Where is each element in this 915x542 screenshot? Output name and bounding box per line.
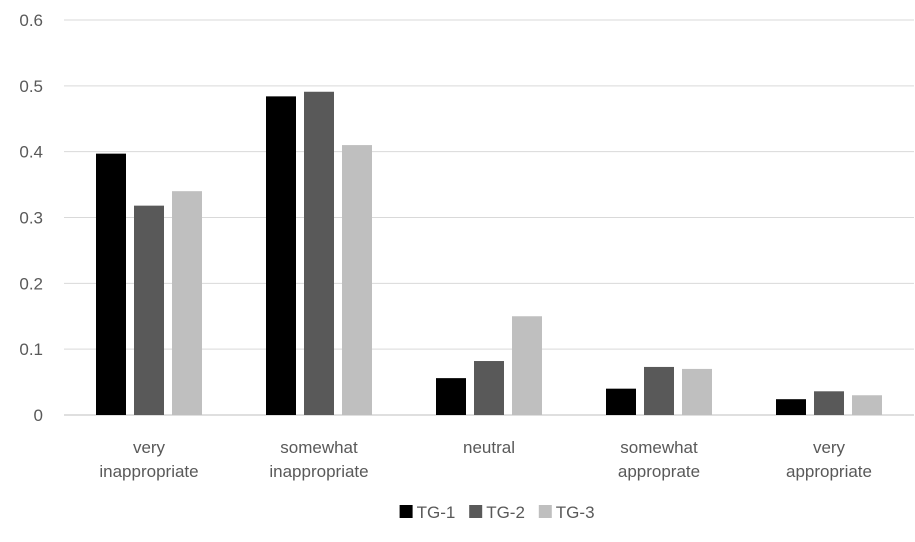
legend-swatch-tg-3 <box>538 505 552 518</box>
bars <box>96 91 882 416</box>
bar-tg-3-3 <box>682 368 712 415</box>
bar-tg-1-4 <box>776 399 806 415</box>
legend: TG-1 TG-2 TG-3 <box>399 503 595 522</box>
y-axis-tick-labels: 0 0.1 0.2 0.3 0.4 0.5 0.6 <box>19 11 43 425</box>
bar-tg-3-4 <box>852 395 882 415</box>
legend-label-tg-3: TG-3 <box>556 503 595 522</box>
x-category-label: somewhat <box>280 438 358 457</box>
bar-tg-2-2 <box>474 361 504 415</box>
y-tick-label: 0.1 <box>19 340 43 359</box>
x-category-label: inappropriate <box>99 462 198 481</box>
y-tick-label: 0.2 <box>19 274 43 293</box>
legend-swatch-tg-2 <box>469 505 483 518</box>
x-category-label: very <box>133 438 166 457</box>
bar-tg-1-0 <box>96 153 126 415</box>
legend-swatch-tg-1 <box>399 505 413 518</box>
bar-tg-2-3 <box>644 366 674 415</box>
x-category-label: neutral <box>463 438 515 457</box>
x-category-label: appropriate <box>786 462 872 481</box>
x-axis-category-labels: very inappropriate somewhat inappropriate ne… <box>99 438 872 481</box>
bar-tg-3-1 <box>342 145 372 416</box>
x-category-label: inappropriate <box>269 462 368 481</box>
x-category-label: very <box>813 438 846 457</box>
legend-label-tg-1: TG-1 <box>417 503 456 522</box>
gridlines <box>64 19 914 416</box>
bar-tg-3-2 <box>512 316 542 415</box>
bar-tg-1-3 <box>606 388 636 415</box>
y-tick-label: 0.3 <box>19 209 43 228</box>
bar-tg-3-0 <box>172 191 202 415</box>
bar-tg-1-1 <box>266 96 296 415</box>
bar-tg-2-4 <box>814 391 844 415</box>
x-category-label: approprate <box>618 462 700 481</box>
bar-tg-1-2 <box>436 378 466 415</box>
y-tick-label: 0 <box>34 406 43 425</box>
bar-tg-2-0 <box>134 205 164 415</box>
y-tick-label: 0.5 <box>19 77 43 96</box>
y-tick-label: 0.6 <box>19 11 43 30</box>
x-category-label: somewhat <box>620 438 698 457</box>
y-tick-label: 0.4 <box>19 143 43 162</box>
legend-label-tg-2: TG-2 <box>486 503 525 522</box>
bar-tg-2-1 <box>304 91 334 415</box>
